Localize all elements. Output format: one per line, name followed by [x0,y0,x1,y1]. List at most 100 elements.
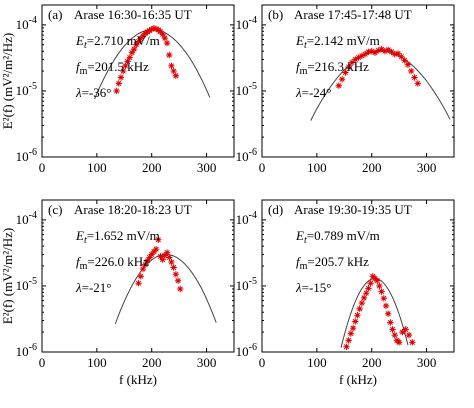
data-point [360,294,368,302]
data-point [399,328,406,336]
panel-title: Arase 19:30-19:35 UT [294,202,412,217]
data-point [130,45,138,53]
data-point [405,331,413,339]
plot-frame [261,199,455,353]
data-point [152,245,160,253]
data-point [170,67,177,75]
fm-value: fm=226.0 kHz [76,254,149,272]
y-tick-label: 10-4 [236,210,257,227]
fm-value: fm=216.3 kHz [296,59,369,77]
data-point [358,299,366,307]
data-point [394,50,402,57]
data-point [378,45,385,53]
data-point [139,265,147,273]
data-point [141,261,149,268]
data-point [168,258,175,266]
data-point [159,31,166,38]
data-point [150,25,158,32]
lambda-value: λ=-15° [295,280,332,295]
et-value: Et=2.710 mV/m [75,33,160,51]
data-point [343,343,350,350]
fm-value: fm=205.7 kHz [296,254,369,272]
x-tick-label: 200 [362,160,382,175]
data-point [361,50,369,58]
data-point [172,271,180,278]
data-point [159,256,166,263]
x-tick-label: 100 [307,160,327,175]
data-point [157,28,164,35]
data-point [126,54,133,61]
fm-value: fm=201.5 kHz [76,59,149,77]
panel-d: 0 100 200 300 10-6 10-5 10-4 (d) Arase 19:30-19:… [236,199,455,370]
data-point [144,28,151,36]
data-point [342,69,349,76]
data-point [163,39,171,47]
x-axis-label: f (kHz) [339,372,377,387]
data-point [150,248,158,255]
lambda-value: λ=-21° [75,280,112,295]
data-point [368,47,375,55]
data-point [395,339,403,346]
data-point [388,48,395,56]
panel-c: 0 100 200 300 10-6 10-5 10-4 (c) Arase 18:20-18:… [16,199,235,370]
x-tick-label: 300 [197,160,217,175]
y-axis-label: E²(f) (mV²/m²/Hz) [0,33,15,130]
data-point [398,53,405,60]
data-point [404,61,412,68]
data-point [387,319,394,326]
x-tick-label: 300 [417,355,437,370]
x-tick-label: 100 [307,355,327,370]
x-tick-label: 100 [87,160,107,175]
x-tick-label: 200 [142,160,162,175]
data-point [135,280,142,287]
data-point [135,38,142,45]
x-tick-label: 0 [259,355,266,370]
data-point [137,273,144,280]
x-tick-label: 100 [87,355,107,370]
data-point [157,253,164,260]
data-point [391,331,398,339]
data-point [146,27,153,34]
data-point [166,51,173,59]
panel-label: (a) [48,7,62,22]
panel-title: Arase 18:20-18:23 UT [74,202,192,217]
data-point [348,59,356,66]
y-tick-label: 10-6 [236,342,257,359]
data-point [363,289,370,297]
data-point [375,47,382,54]
x-tick-label: 300 [197,355,217,370]
data-point [345,63,352,71]
data-point [408,67,415,75]
data-point [347,330,355,337]
plot-frame [261,4,455,158]
x-axis-label: f (kHz) [119,372,157,387]
data-point [371,275,379,282]
plot-frame [41,199,235,353]
panel-label: (d) [268,202,283,217]
data-point [401,57,408,64]
data-point [380,295,387,302]
fit-curve [310,50,451,121]
data-point [414,80,421,87]
data-point [367,280,374,287]
data-point [365,48,372,56]
data-point [170,264,177,271]
data-point [161,252,169,259]
lambda-value: λ=-36° [75,85,112,100]
et-value: Et=0.789 mV/m [295,228,380,246]
data-point [374,277,381,284]
data-point [168,62,175,70]
data-point [352,318,359,325]
y-tick-label: 10-5 [236,81,257,98]
data-point [354,312,361,319]
data-point [124,58,131,65]
x-tick-label: 200 [142,355,162,370]
data-point [161,34,169,42]
data-point [338,76,346,83]
data-point [148,251,155,258]
data-point [349,324,357,332]
x-tick-label: 200 [362,355,382,370]
data-point [166,254,173,261]
data-point [402,326,409,333]
